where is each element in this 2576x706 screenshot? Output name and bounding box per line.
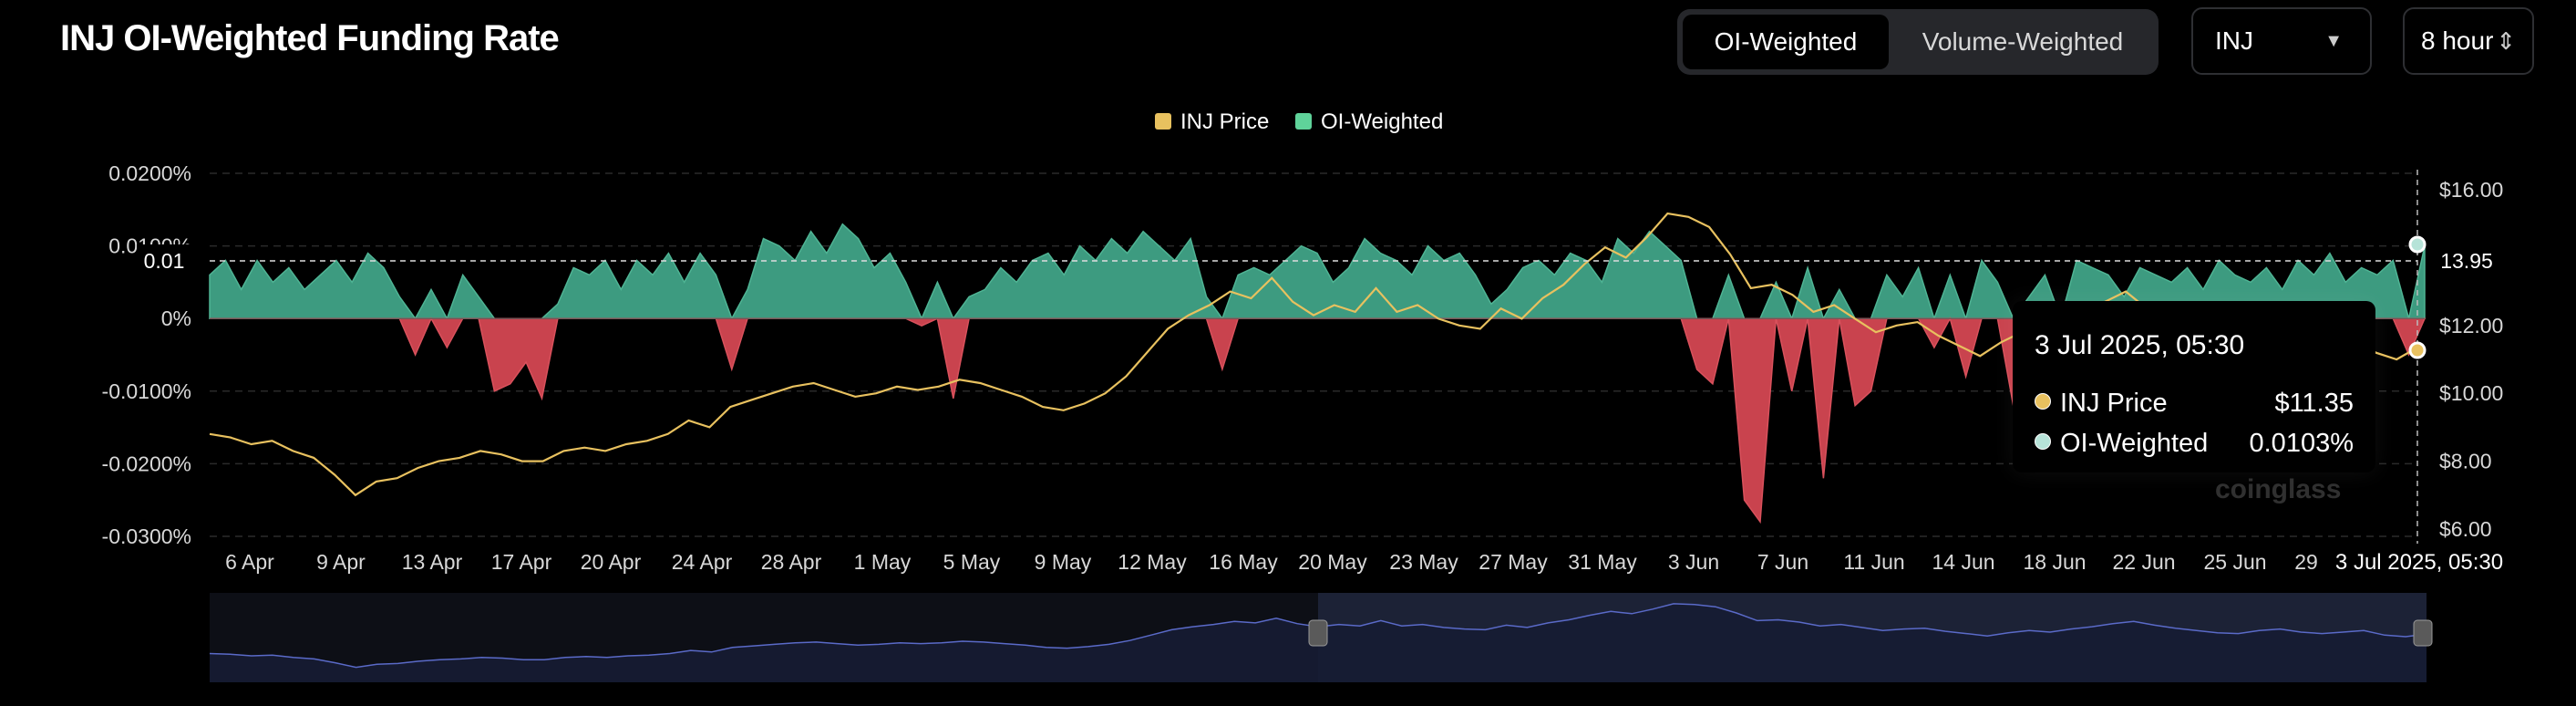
symbol-select[interactable]: INJ ▼ xyxy=(2191,7,2372,75)
x-tick-label: 24 Apr xyxy=(672,550,733,574)
interval-select-value: 8 hour xyxy=(2421,26,2494,55)
oi-hover-dot xyxy=(2408,235,2427,254)
crosshair-x-label-bg xyxy=(2332,545,2507,580)
x-tick-label: 27 May xyxy=(1479,550,1548,574)
x-tick-label: 12 May xyxy=(1118,550,1187,574)
legend-swatch-price xyxy=(1155,113,1171,130)
oi-weighted-tab[interactable]: OI-Weighted xyxy=(1683,15,1889,69)
crosshair-right-label-bg xyxy=(2430,244,2503,275)
crosshair-left-label: 0.01 xyxy=(144,249,185,273)
y-right-tick-label: $16.00 xyxy=(2439,178,2503,202)
y-left-tick-label: 0% xyxy=(161,306,191,330)
price-dot-icon xyxy=(2035,393,2051,410)
x-tick-label: 18 Jun xyxy=(2023,550,2086,574)
crosshair-right-label: 13.95 xyxy=(2440,249,2493,273)
x-tick-label: 3 Jun xyxy=(1668,550,1719,574)
oi-weighted-positive-area xyxy=(209,223,2426,321)
tooltip-row-price: INJ Price $11.35 xyxy=(2035,389,2354,419)
watermark-logo: coinglass xyxy=(2215,474,2342,504)
tooltip-date: 3 Jul 2025, 05:30 xyxy=(2035,330,2245,360)
x-tick-label: 23 May xyxy=(1389,550,1458,574)
x-tick-label: 31 May xyxy=(1568,550,1637,574)
x-tick-label: 9 May xyxy=(1035,550,1092,574)
x-tick-label: 22 Jun xyxy=(2112,550,2175,574)
tooltip-label: OI-Weighted xyxy=(2060,429,2209,458)
legend-label-oi: OI-Weighted xyxy=(1321,109,1443,134)
x-tick-label: 28 Apr xyxy=(761,550,822,574)
x-tick-label: 20 Apr xyxy=(581,550,642,574)
tooltip-label: INJ Price xyxy=(2060,389,2168,418)
brush-handle-right[interactable] xyxy=(2413,619,2433,647)
y-left-tick-label: 0.0200% xyxy=(108,161,191,185)
symbol-select-value: INJ xyxy=(2215,26,2253,55)
x-tick-label: 1 May xyxy=(854,550,912,574)
brush-handle-left[interactable] xyxy=(1308,619,1328,647)
chevron-down-icon: ▼ xyxy=(2324,31,2343,51)
x-tick-label: 17 Apr xyxy=(491,550,552,574)
weighting-toggle: OI-Weighted Volume-Weighted xyxy=(1677,9,2159,75)
y-left-tick-label: -0.0300% xyxy=(102,524,191,548)
volume-weighted-tab[interactable]: Volume-Weighted xyxy=(1922,27,2124,56)
x-tick-label: 14 Jun xyxy=(1932,550,1994,574)
oi-dot-icon xyxy=(2035,433,2051,450)
y-right-tick-label: $12.00 xyxy=(2439,314,2503,337)
interval-select[interactable]: 8 hour ⇕ xyxy=(2403,7,2534,75)
x-tick-label: 13 Apr xyxy=(402,550,463,574)
y-right-tick-label: $8.00 xyxy=(2439,450,2492,473)
y-right-tick-label: $10.00 xyxy=(2439,381,2503,405)
x-tick-label: 6 Apr xyxy=(225,550,274,574)
tooltip-row-oi: OI-Weighted 0.0103% xyxy=(2035,429,2354,459)
x-tick-label: 25 Jun xyxy=(2203,550,2266,574)
x-tick-label: 7 Jun xyxy=(1757,550,1808,574)
x-tick-label: 11 Jun xyxy=(1843,550,1904,574)
legend-label-price: INJ Price xyxy=(1180,109,1269,134)
y-right-tick-label: $6.00 xyxy=(2439,517,2492,541)
x-tick-label: 5 May xyxy=(943,550,1001,574)
tooltip-value: $11.35 xyxy=(2274,389,2354,418)
crosshair-x-label: 3 Jul 2025, 05:30 xyxy=(2335,550,2503,575)
x-tick-label: 20 May xyxy=(1298,550,1367,574)
y-left-tick-label: -0.0100% xyxy=(102,379,191,403)
tooltip-value: 0.0103% xyxy=(2249,429,2354,458)
price-hover-dot xyxy=(2408,341,2427,359)
legend-swatch-oi xyxy=(1295,113,1312,130)
crosshair-left-label-bg xyxy=(137,244,197,275)
x-tick-label: 9 Apr xyxy=(316,550,366,574)
chart-tooltip: 3 Jul 2025, 05:30 INJ Price $11.35 OI-We… xyxy=(2013,301,2375,472)
x-tick-label: 29 xyxy=(2294,550,2318,574)
y-left-tick-label: -0.0200% xyxy=(102,452,191,475)
x-tick-label: 16 May xyxy=(1209,550,1278,574)
page-title: INJ OI-Weighted Funding Rate xyxy=(60,18,560,58)
up-down-chevron-icon: ⇕ xyxy=(2496,27,2516,55)
